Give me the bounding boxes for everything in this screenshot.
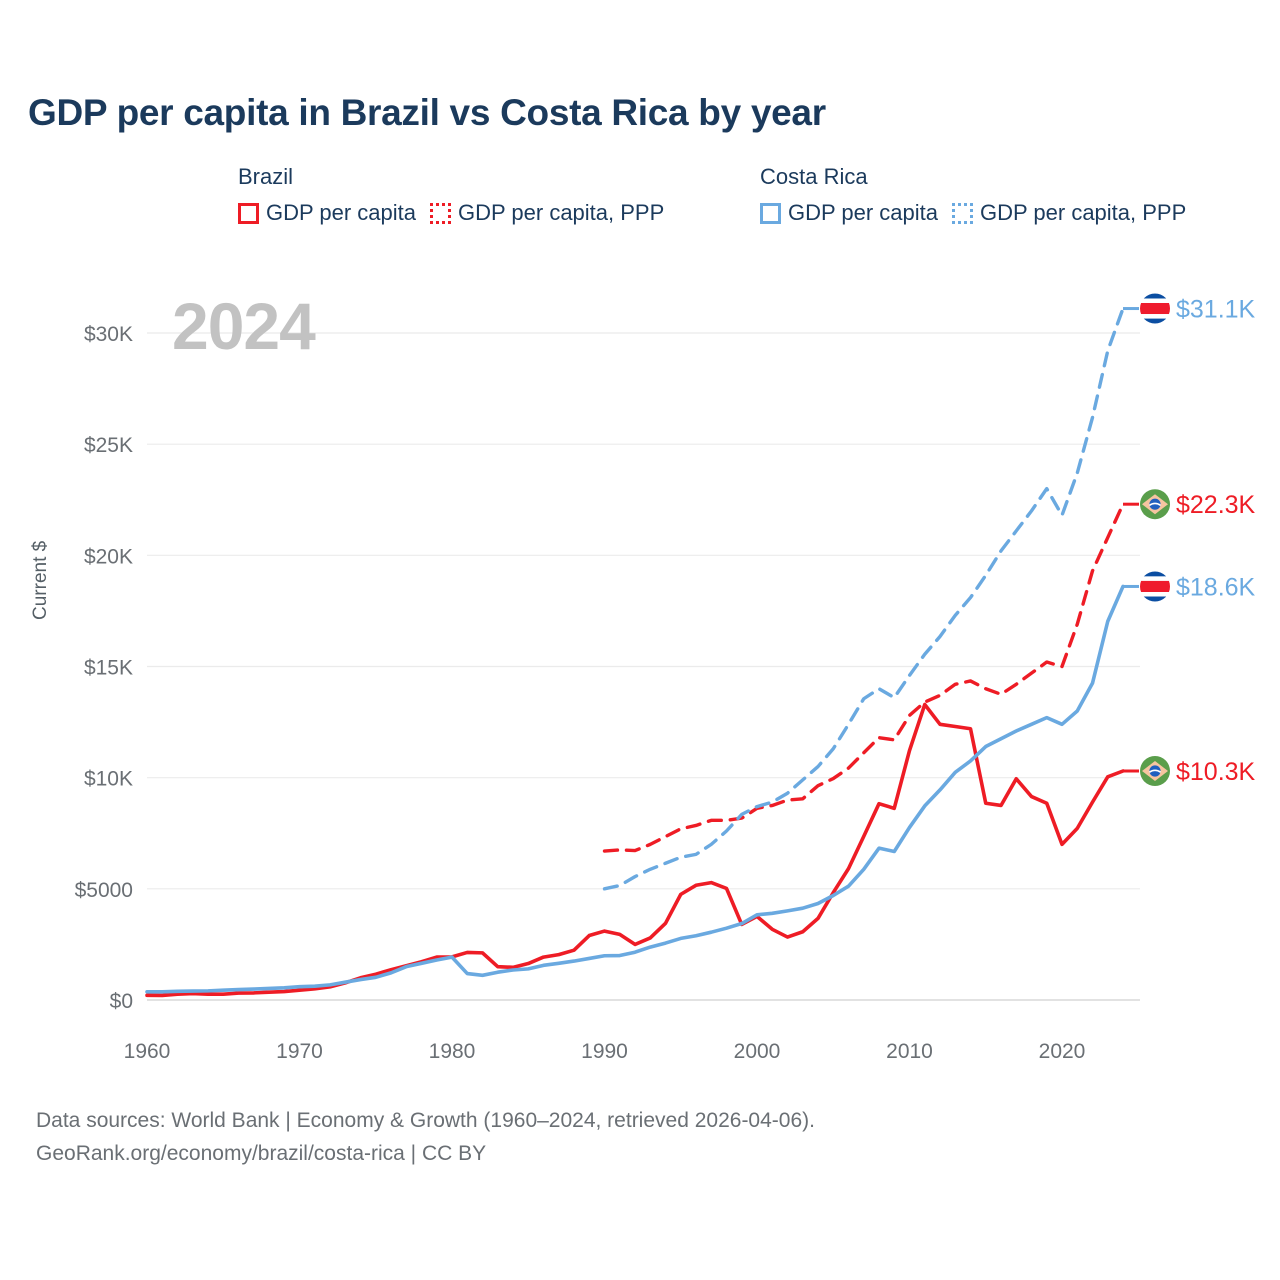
end-label-value: $22.3K [1176, 491, 1256, 519]
y-tick-label: $5000 [75, 879, 133, 902]
y-axis-label: Current $ [30, 540, 51, 620]
x-tick-label: 1960 [124, 1040, 171, 1063]
x-tick-label: 2010 [886, 1040, 933, 1063]
chart-legend: Brazil GDP per capita GDP per capita, PP… [238, 164, 1258, 244]
legend-label-brazil-gdp-ppp: GDP per capita, PPP [458, 200, 665, 225]
y-tick-label: $20K [84, 545, 133, 568]
y-tick-label: $30K [84, 323, 133, 346]
end-labels: $31.1K $22.3K $18.6K $10.3K [1123, 293, 1256, 786]
legend-swatch-dotted-blue-icon [952, 202, 974, 224]
costa-rica-flag-band [1140, 302, 1170, 315]
legend-label-brazil-gdp: GDP per capita [266, 200, 417, 225]
footer-data-sources: Data sources: World Bank | Economy & Gro… [36, 1109, 815, 1132]
y-tick-label: $10K [84, 768, 133, 791]
series-line [602, 306, 1125, 891]
x-tick-labels: 1960 1970 1980 1990 2000 2010 2020 [124, 1040, 1086, 1063]
legend-group-brazil: Brazil GDP per capita GDP per capita, PP… [238, 164, 664, 226]
footer-url-license: GeoRank.org/economy/brazil/costa-rica | … [36, 1141, 487, 1165]
costa-rica-flag-band [1140, 298, 1170, 303]
series-line [145, 702, 1125, 998]
series-lines [145, 306, 1125, 998]
y-tick-label: $15K [84, 657, 133, 680]
legend-item-costa-rica-gdp-ppp[interactable]: GDP per capita, PPP [952, 200, 1186, 226]
end-label-value: $10.3K [1176, 758, 1256, 786]
year-watermark: 2024 [172, 289, 316, 363]
costa-rica-flag-band [1140, 576, 1170, 581]
legend-swatch-solid-blue-icon [760, 202, 781, 224]
end-label-flag-costa-rica-icon [1140, 571, 1170, 602]
y-tick-label: $0 [110, 990, 133, 1013]
legend-group-title-costa-rica: Costa Rica [760, 164, 868, 189]
legend-swatch-dotted-red-icon [430, 202, 452, 224]
costa-rica-flag-band [1140, 318, 1170, 324]
page-title: GDP per capita in Brazil vs Costa Rica b… [28, 92, 826, 133]
costa-rica-flag-band [1140, 580, 1170, 593]
end-label-flag-brazil-icon [1140, 755, 1170, 786]
costa-rica-flag-band [1140, 596, 1170, 602]
legend-group-title-brazil: Brazil [238, 164, 294, 189]
legend-group-costa-rica: Costa Rica GDP per capita GDP per capita… [760, 164, 1186, 226]
costa-rica-flag-band [1140, 571, 1170, 577]
costa-rica-flag-band [1140, 314, 1170, 319]
x-tick-label: 1980 [429, 1040, 476, 1063]
legend-label-costa-rica-gdp: GDP per capita [788, 200, 939, 225]
x-tick-label: 2020 [1039, 1040, 1086, 1063]
brazil-flag-banner [1148, 769, 1162, 773]
costa-rica-flag-band [1140, 293, 1170, 299]
legend-swatch-solid-red-icon [238, 202, 259, 224]
series-line [145, 584, 1125, 994]
end-label-value: $18.6K [1176, 573, 1256, 601]
x-tick-label: 1970 [276, 1040, 323, 1063]
footer-attribution: Data sources: World Bank | Economy & Gro… [36, 1105, 815, 1170]
y-tick-labels: $0 $5000 $10K $15K $20K $25K $30K [75, 323, 133, 1013]
brazil-flag-banner [1148, 502, 1162, 507]
y-tick-label: $25K [84, 434, 133, 457]
gridlines [147, 332, 1140, 1001]
x-tick-label: 2000 [734, 1040, 781, 1063]
legend-label-costa-rica-gdp-ppp: GDP per capita, PPP [980, 200, 1187, 225]
x-tick-label: 1990 [581, 1040, 628, 1063]
end-label-value: $31.1K [1176, 296, 1256, 324]
costa-rica-flag-band [1140, 592, 1170, 597]
legend-item-brazil-gdp[interactable]: GDP per capita [238, 200, 416, 226]
legend-item-costa-rica-gdp[interactable]: GDP per capita [760, 200, 938, 226]
legend-item-brazil-gdp-ppp[interactable]: GDP per capita, PPP [430, 200, 664, 226]
end-label-flag-costa-rica-icon [1140, 293, 1170, 324]
end-label-flag-brazil-icon [1140, 489, 1170, 520]
series-line [602, 502, 1125, 853]
